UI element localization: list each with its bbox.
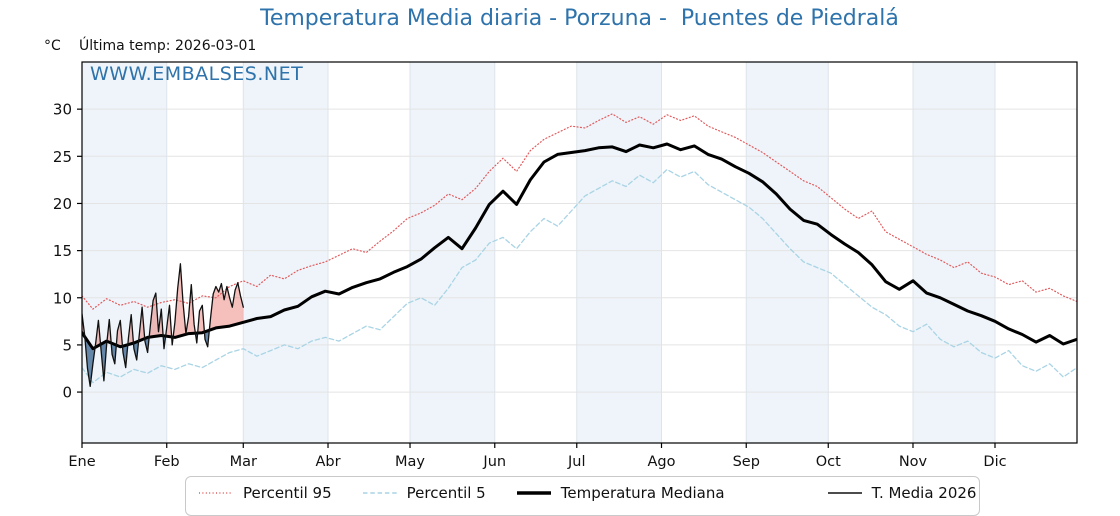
fill-below-median (100, 341, 107, 381)
x-tick-label-may: May (395, 454, 425, 470)
month-band-may (410, 62, 495, 443)
legend-item-temperatura-mediana: Temperatura Mediana (516, 484, 725, 502)
legend-line-sample (516, 491, 551, 495)
month-band-mar (243, 62, 329, 443)
y-tick-label: 15 (53, 242, 72, 260)
last-temp-label: Última temp: 2026-03-01 (79, 38, 257, 54)
x-tick-label-abr: Abr (315, 454, 340, 470)
fill-below-median (144, 337, 150, 353)
x-tick-label-feb: Feb (154, 454, 180, 470)
legend-item-percentil-95: Percentil 95 (198, 484, 332, 502)
chart-legend: Percentil 95 Percentil 5 Temperatura Media… (185, 476, 980, 516)
fill-above-median (116, 320, 123, 347)
watermark-embalses: WWW.EMBALSES.NET (90, 63, 304, 85)
fill-below-median (122, 344, 128, 368)
month-band-sep (746, 62, 829, 443)
legend-line-sample (199, 492, 233, 494)
temperature-chart: 0 5 10 15 20 25 30 Ene Feb Mar Abr May Jun Jul Ago Sep O… (53, 61, 1078, 470)
legend-label: Percentil 95 (243, 484, 332, 502)
month-band-jul (576, 62, 662, 443)
y-axis-unit-label: °C (44, 38, 61, 54)
x-tick-label-sep: Sep (733, 454, 760, 470)
legend-label: Temperatura Mediana (560, 484, 725, 502)
percentil-95-line (82, 113, 1077, 310)
x-tick-label-jul: Jul (567, 454, 586, 470)
y-tick-label: 25 (53, 148, 72, 166)
y-tick-label: 30 (53, 101, 72, 119)
legend-line-sample (362, 492, 397, 494)
x-tick-label-nov: Nov (899, 454, 928, 470)
t-media-2026-line (82, 263, 244, 388)
fill-below-median (133, 341, 139, 360)
y-tick-label: 0 (62, 384, 72, 402)
legend-item-t-media-2026: T. Media 2026 (827, 484, 977, 502)
legend-label: T. Media 2026 (871, 484, 977, 502)
legend-item-percentil-5: Percentil 5 (362, 484, 486, 502)
chart-title: Temperatura Media diaria - Porzuna - Pue… (260, 6, 899, 31)
legend-label: Percentil 5 (406, 484, 486, 502)
x-tick-label-ago: Ago (648, 454, 676, 470)
month-band-nov (912, 62, 995, 443)
y-tick-label: 20 (53, 195, 72, 213)
x-tick-label-mar: Mar (230, 454, 257, 470)
month-band-ene (82, 62, 167, 443)
x-tick-label-dic: Dic (983, 454, 1006, 470)
x-tick-label-oct: Oct (816, 454, 841, 470)
plot-area (82, 62, 1077, 443)
y-tick-label: 10 (53, 289, 72, 307)
fill-above-median (127, 314, 134, 345)
y-tick-label: 5 (62, 336, 72, 354)
temperatura-mediana-line (82, 142, 1077, 351)
plot-border (81, 61, 1078, 444)
x-tick-label-jun: Jun (482, 454, 506, 470)
legend-line-sample (827, 492, 862, 494)
percentil-5-line (82, 168, 1077, 384)
x-tick-label-ene: Ene (68, 454, 95, 470)
